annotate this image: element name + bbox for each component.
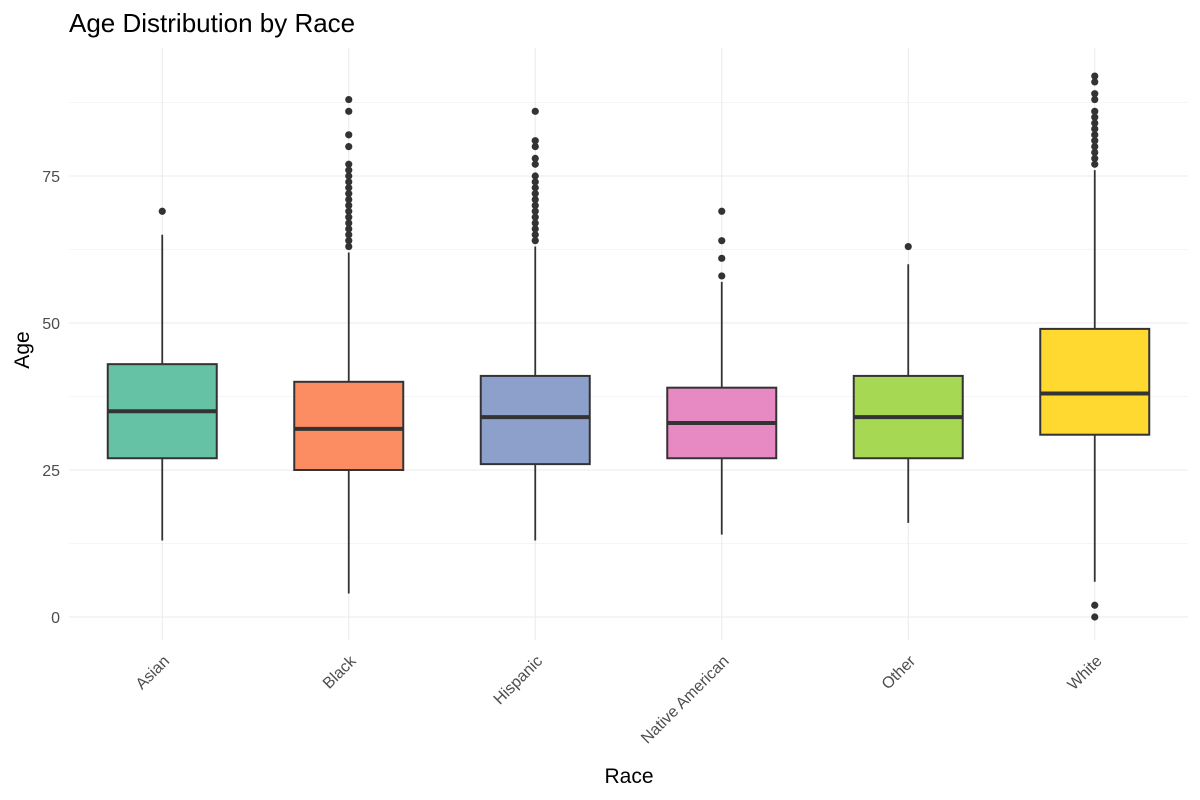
y-tick-label: 0 [51,610,60,627]
outlier-point [718,272,726,280]
outlier-point [531,219,539,227]
box-iqr [1039,327,1151,436]
outlier-point [1091,613,1099,621]
box-hispanic [479,107,591,541]
outlier-point [1091,137,1099,145]
outlier-point [531,213,539,221]
outlier-point [1091,107,1099,115]
outlier-point [1091,148,1099,157]
outlier-point [345,195,353,204]
x-axis-title: Race [604,765,653,788]
outlier-point [531,237,539,245]
box-other [852,242,964,523]
outlier-point [531,107,539,115]
outlier-point [718,207,726,215]
outlier-point [531,231,539,239]
outlier-point [531,190,539,198]
x-tick-label: Black [320,652,360,692]
outlier-point [531,184,539,192]
outlier-point [158,207,166,215]
outlier-point [531,143,539,151]
outlier-point [531,172,539,180]
outlier-point [904,242,912,251]
outlier-point [345,190,353,198]
box-black [293,95,405,594]
outlier-point [1091,113,1099,121]
outlier-point [1091,95,1099,104]
outlier-point [345,213,353,221]
outlier-point [345,231,353,239]
outlier-point [345,172,353,180]
outlier-point [1091,78,1099,86]
outlier-point [345,242,353,251]
x-tick-label: Asian [133,653,173,693]
boxes [106,72,1151,621]
x-tick-label: Native American [638,653,732,747]
box-iqr [479,374,591,466]
outlier-point [345,95,353,104]
outlier-point [345,219,353,227]
box-asian [106,207,218,541]
outlier-point [1091,143,1099,151]
y-tick-label: 75 [42,169,60,186]
outlier-point [345,201,353,209]
y-tick-label: 50 [42,316,60,333]
outlier-point [345,178,353,186]
outlier-point [1091,125,1099,133]
x-tick-label: Hispanic [491,653,546,708]
outlier-point [1091,90,1099,98]
outlier-point [531,225,539,233]
outlier-point [531,160,539,168]
outlier-point [531,137,539,145]
outlier-point [531,195,539,204]
box-native-american [666,207,778,535]
outlier-point [1091,160,1099,168]
y-axis-ticks: 0 25 50 75 [42,169,60,627]
outlier-point [718,254,726,262]
outlier-point [345,160,353,168]
outlier-point [1091,131,1099,139]
outlier-point [531,178,539,186]
outlier-point [1091,72,1099,80]
outlier-point [345,131,353,139]
x-tick-label: Other [879,652,920,693]
chart-title: Age Distribution by Race [69,8,355,38]
outlier-point [531,154,539,162]
outlier-point [1091,119,1099,127]
x-axis-ticks: Asian Black Hispanic Native American Other Wh… [133,652,1106,747]
grid [69,48,1188,640]
outlier-point [345,225,353,233]
outlier-point [531,201,539,209]
outlier-point [345,107,353,115]
outlier-point [1091,601,1099,609]
outlier-point [345,166,353,174]
y-axis-title: Age [11,331,34,368]
outlier-point [345,143,353,151]
outlier-point [718,237,726,245]
outlier-point [531,207,539,215]
box-white [1039,72,1151,621]
box-iqr [293,380,405,471]
outlier-point [345,184,353,192]
outlier-point [1091,154,1099,162]
outlier-point [345,207,353,215]
x-tick-label: White [1065,653,1106,694]
outlier-point [345,237,353,245]
y-tick-label: 25 [42,463,60,480]
